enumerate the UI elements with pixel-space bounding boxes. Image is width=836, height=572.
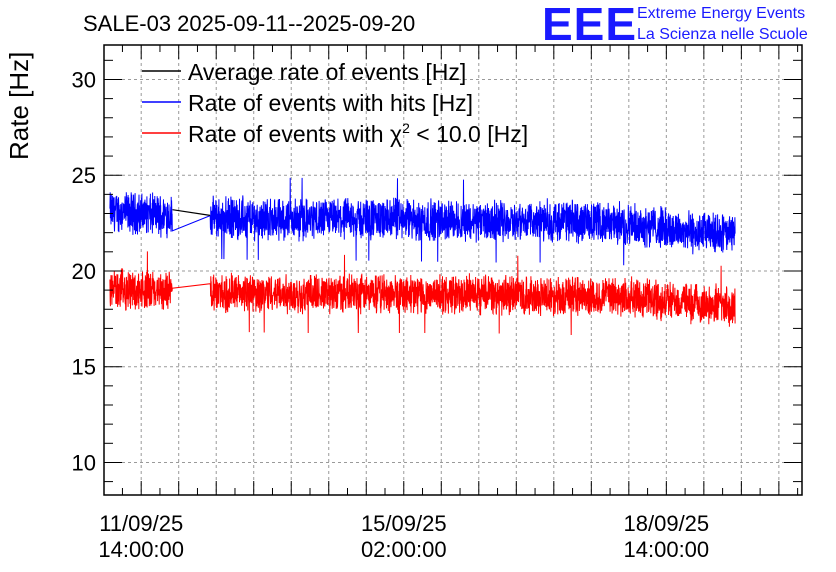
x-tick-label-time: 14:00:00 bbox=[624, 537, 710, 562]
eee-logo-line2: La Scienza nelle Scuole bbox=[637, 26, 808, 43]
grid-lines bbox=[104, 45, 802, 495]
series-rate-with-hits bbox=[109, 177, 736, 266]
y-tick-labels: 10 15 20 25 30 bbox=[72, 67, 96, 475]
plot-frame bbox=[103, 44, 803, 496]
legend-chi2-exponent: 2 bbox=[402, 120, 410, 136]
series-rate-chi2 bbox=[109, 251, 736, 336]
x-tick-label-date: 15/09/25 bbox=[361, 511, 447, 536]
y-tick-label: 30 bbox=[72, 67, 96, 92]
legend: Average rate of events [Hz] Rate of even… bbox=[142, 59, 528, 147]
chart-title: SALE-03 2025-09-11--2025-09-20 bbox=[83, 11, 415, 36]
x-tick-labels: 11/09/2514:00:0015/09/2502:00:0018/09/25… bbox=[98, 511, 709, 562]
legend-chi2-suffix: < 10.0 [Hz] bbox=[410, 121, 528, 147]
series-layer bbox=[109, 177, 736, 336]
legend-label-hits: Rate of events with hits [Hz] bbox=[188, 90, 473, 116]
legend-label-chi2: Rate of events with χ2 < 10.0 [Hz] bbox=[188, 120, 528, 147]
x-tick-label-date: 11/09/25 bbox=[99, 511, 183, 536]
y-tick-label: 25 bbox=[72, 163, 96, 188]
x-tick-label-time: 02:00:00 bbox=[361, 537, 447, 562]
legend-label-average: Average rate of events [Hz] bbox=[188, 59, 466, 85]
eee-logo-line1: Extreme Energy Events bbox=[637, 5, 805, 22]
y-tick-label: 20 bbox=[72, 259, 96, 284]
x-tick-label-time: 14:00:00 bbox=[98, 537, 184, 562]
eee-logo: EEE Extreme Energy Events La Scienza nel… bbox=[542, 0, 808, 50]
x-tick-label-date: 18/09/25 bbox=[624, 511, 710, 536]
axis-ticks bbox=[104, 45, 802, 495]
y-tick-label: 15 bbox=[72, 355, 96, 380]
legend-chi2-symbol: χ bbox=[390, 121, 402, 147]
eee-logo-text: EEE bbox=[542, 0, 637, 50]
legend-chi2-prefix: Rate of events with bbox=[188, 121, 390, 147]
series-average-rate bbox=[172, 209, 211, 216]
y-axis-label: Rate [Hz] bbox=[4, 52, 34, 160]
y-tick-label: 10 bbox=[72, 450, 96, 475]
